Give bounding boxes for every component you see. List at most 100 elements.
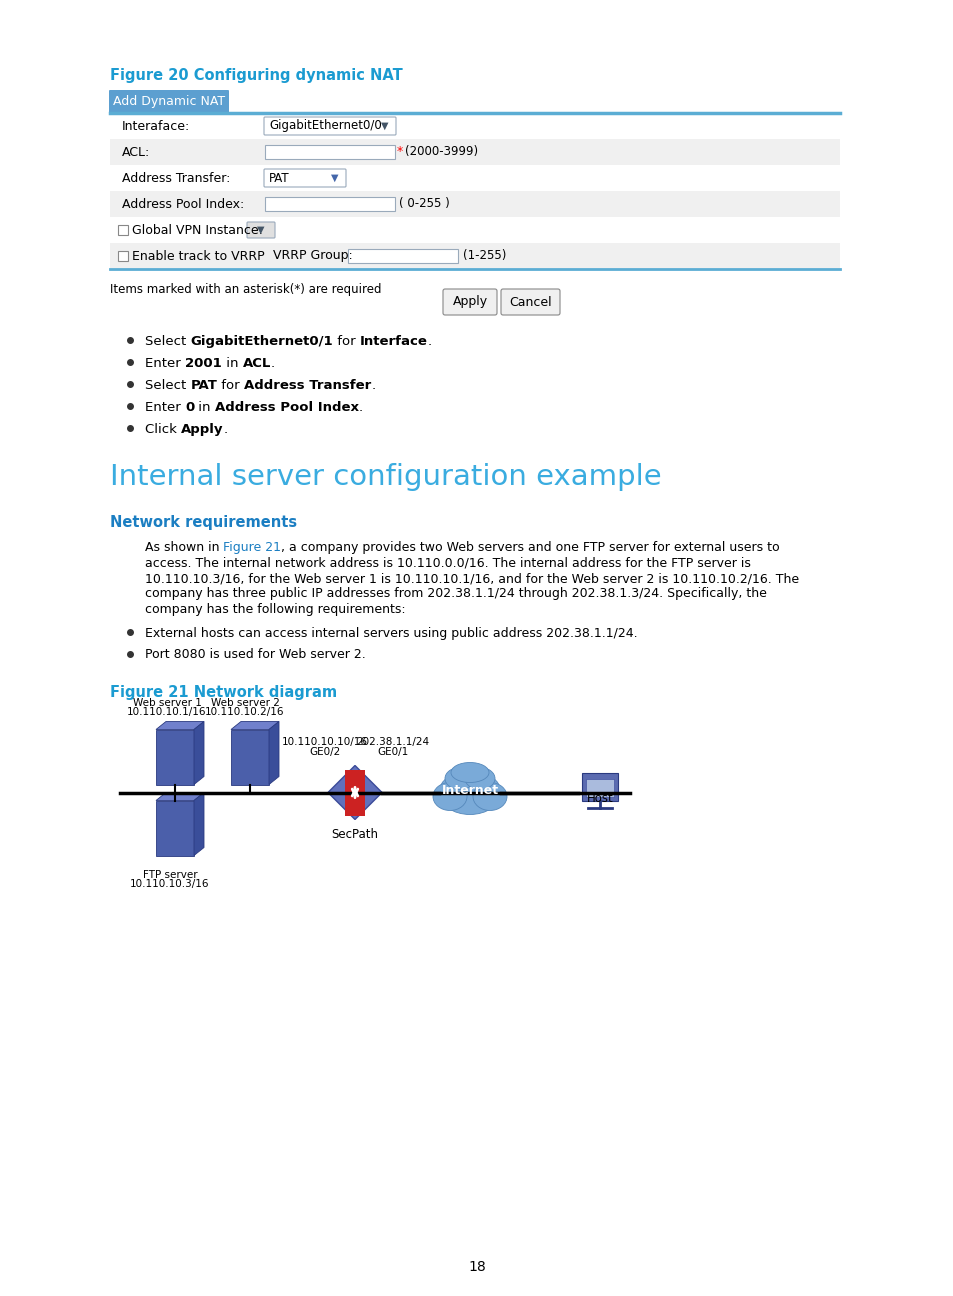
Text: PAT: PAT [191, 378, 217, 391]
Text: 202.38.1.1/24: 202.38.1.1/24 [356, 737, 429, 748]
Text: ACL:: ACL: [122, 145, 150, 158]
Text: .: . [371, 378, 375, 391]
Text: Figure 21 Network diagram: Figure 21 Network diagram [110, 684, 336, 700]
Text: Internal server configuration example: Internal server configuration example [110, 463, 661, 491]
FancyBboxPatch shape [442, 289, 497, 315]
Bar [110, 244, 840, 270]
Bar [118, 226, 128, 235]
FancyBboxPatch shape [109, 89, 229, 114]
FancyBboxPatch shape [264, 168, 346, 187]
Text: ACL: ACL [242, 356, 271, 369]
Polygon shape [231, 722, 278, 730]
Text: Add Dynamic NAT: Add Dynamic NAT [112, 96, 225, 109]
Text: Figure 21: Figure 21 [223, 540, 281, 553]
Text: ( 0-255 ): ( 0-255 ) [398, 197, 449, 210]
Polygon shape [156, 792, 204, 801]
Text: Web server 2: Web server 2 [211, 697, 279, 708]
Bar [585, 779, 614, 797]
Text: Apply: Apply [452, 295, 487, 308]
Text: Enable track to VRRP: Enable track to VRRP [132, 250, 264, 263]
Bar [348, 249, 457, 263]
Text: ▼: ▼ [331, 172, 338, 183]
Text: Select: Select [145, 334, 191, 349]
Text: Figure 20 Configuring dynamic NAT: Figure 20 Configuring dynamic NAT [110, 67, 402, 83]
Ellipse shape [444, 767, 475, 789]
Ellipse shape [451, 762, 489, 783]
Text: External hosts can access internal servers using public address 202.38.1.1/24.: External hosts can access internal serve… [145, 626, 637, 639]
Polygon shape [193, 792, 204, 855]
Text: in: in [221, 356, 242, 369]
Text: FTP server: FTP server [143, 870, 197, 880]
Ellipse shape [438, 771, 500, 814]
Text: 0: 0 [185, 400, 194, 413]
Polygon shape [156, 730, 193, 784]
Ellipse shape [464, 767, 495, 789]
Text: for: for [333, 334, 359, 349]
Text: PAT: PAT [269, 171, 290, 184]
Bar [265, 197, 395, 211]
Polygon shape [231, 730, 269, 784]
Text: Network requirements: Network requirements [110, 515, 296, 530]
Text: 10.110.10.1/16: 10.110.10.1/16 [127, 708, 207, 718]
FancyBboxPatch shape [247, 222, 274, 238]
Text: GigabitEthernet0/0: GigabitEthernet0/0 [269, 119, 381, 132]
Text: Address Transfer: Address Transfer [244, 378, 371, 391]
Text: 10.110.10.3/16: 10.110.10.3/16 [131, 880, 210, 889]
Text: Global VPN Instance:: Global VPN Instance: [132, 223, 263, 236]
Polygon shape [269, 722, 278, 784]
Text: .: . [428, 334, 432, 349]
Text: (1-255): (1-255) [462, 250, 506, 263]
Text: Host: Host [586, 792, 613, 806]
Polygon shape [156, 801, 193, 855]
Text: Address Transfer:: Address Transfer: [122, 171, 230, 184]
Text: 10.110.10.3/16, for the Web server 1 is 10.110.10.1/16, and for the Web server 2: 10.110.10.3/16, for the Web server 1 is … [145, 572, 799, 584]
Text: Interface: Interface [359, 334, 428, 349]
Polygon shape [328, 766, 381, 819]
Text: .: . [223, 422, 228, 435]
FancyBboxPatch shape [500, 289, 559, 315]
Bar [110, 191, 840, 216]
Text: , a company provides two Web servers and one FTP server for external users to: , a company provides two Web servers and… [281, 540, 780, 553]
Text: Interaface:: Interaface: [122, 119, 190, 132]
Text: (2000-3999): (2000-3999) [405, 145, 477, 158]
Text: .: . [271, 356, 274, 369]
Text: Internet: Internet [441, 784, 498, 797]
Text: Click: Click [145, 422, 181, 435]
Text: ▼: ▼ [380, 121, 388, 131]
Text: As shown in: As shown in [145, 540, 223, 553]
Text: .: . [358, 400, 363, 413]
Text: Port 8080 is used for Web server 2.: Port 8080 is used for Web server 2. [145, 648, 365, 661]
Text: 10.110.10.10/16: 10.110.10.10/16 [282, 737, 368, 748]
Text: SecPath: SecPath [331, 828, 378, 841]
Text: in: in [194, 400, 214, 413]
Text: GE0/2: GE0/2 [309, 748, 340, 757]
Text: company has three public IP addresses from 202.38.1.1/24 through 202.38.1.3/24. : company has three public IP addresses fr… [145, 587, 766, 600]
Bar [581, 772, 618, 801]
Text: Apply: Apply [181, 422, 223, 435]
Text: ▼: ▼ [257, 226, 265, 235]
Text: company has the following requirements:: company has the following requirements: [145, 603, 405, 616]
Bar [110, 139, 840, 165]
Text: 18: 18 [468, 1260, 485, 1274]
Text: for: for [217, 378, 244, 391]
Text: 2001: 2001 [185, 356, 221, 369]
Text: Items marked with an asterisk(*) are required: Items marked with an asterisk(*) are req… [110, 283, 381, 295]
Text: *: * [396, 145, 403, 158]
Bar [110, 165, 840, 191]
Text: GigabitEthernet0/1: GigabitEthernet0/1 [191, 334, 333, 349]
Ellipse shape [433, 783, 467, 810]
Text: Address Pool Index:: Address Pool Index: [122, 197, 244, 210]
Text: 10.110.10.2/16: 10.110.10.2/16 [205, 708, 284, 718]
Bar [110, 216, 840, 244]
Text: Cancel: Cancel [509, 295, 551, 308]
Polygon shape [156, 722, 204, 730]
Text: VRRP Group:: VRRP Group: [273, 250, 353, 263]
Text: GE0/1: GE0/1 [377, 748, 408, 757]
Text: Enter: Enter [145, 400, 185, 413]
Ellipse shape [473, 783, 506, 810]
Text: access. The internal network address is 10.110.0.0/16. The internal address for : access. The internal network address is … [145, 556, 750, 569]
Polygon shape [345, 770, 365, 815]
FancyBboxPatch shape [264, 117, 395, 135]
Text: Web server 1: Web server 1 [132, 697, 201, 708]
Bar [265, 145, 395, 159]
